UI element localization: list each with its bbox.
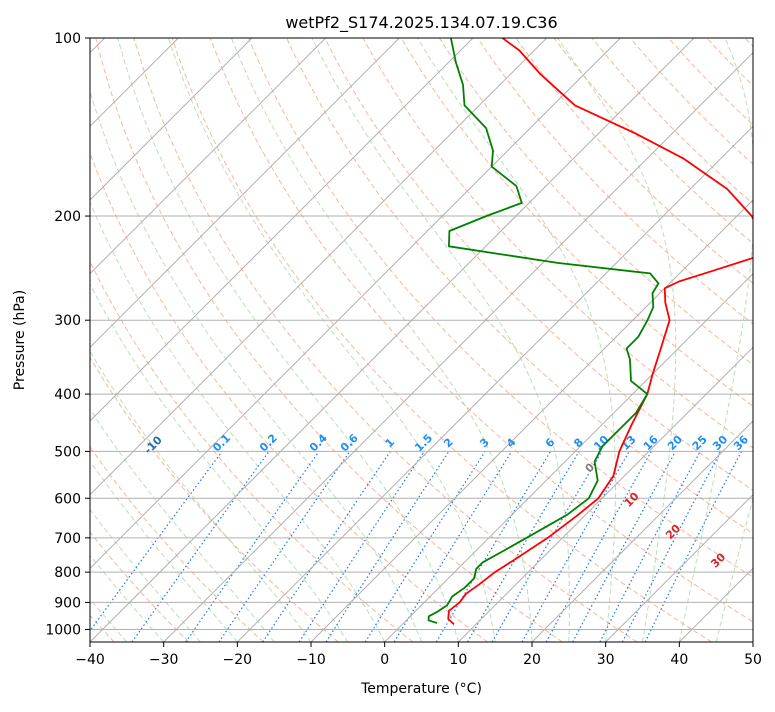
dry-adiabat-line <box>0 38 338 642</box>
x-tick-label: 10 <box>449 652 467 668</box>
mixing-ratio-lines <box>82 451 742 642</box>
mixing-ratio-label: 1 <box>383 436 398 451</box>
y-tick-label: 400 <box>54 387 81 403</box>
mixing-ratio-label: 16 <box>641 433 661 453</box>
isotherm-line <box>311 38 775 642</box>
isotherm-line <box>385 38 775 642</box>
isotherm-line <box>753 38 775 642</box>
moist-adiabat-line <box>0 38 274 642</box>
y-tick-label: 600 <box>54 491 81 507</box>
moist-adiabat-label: 40 <box>753 579 773 599</box>
x-tick-label: 40 <box>670 652 688 668</box>
x-tick-label: −10 <box>296 652 326 668</box>
y-tick-label: 100 <box>54 31 81 47</box>
y-tick-label: 500 <box>54 444 81 460</box>
dry-adiabats <box>0 38 775 642</box>
moist-adiabat-line <box>168 38 495 642</box>
moist-adiabat-line <box>118 38 459 642</box>
mixing-ratio-line <box>573 451 676 642</box>
y-tick-label: 300 <box>54 313 81 329</box>
mixing-ratio-label: 20 <box>665 433 685 453</box>
isotherm-line <box>164 38 768 642</box>
isotherm-line <box>458 38 775 642</box>
moist-adiabat-label: 30 <box>708 550 728 570</box>
mixing-ratio-label: 6 <box>543 435 558 450</box>
mixing-ratio-line <box>365 451 485 642</box>
y-tick-label: 700 <box>54 531 81 547</box>
dry-adiabat-line <box>287 38 775 642</box>
isotherm-line <box>679 38 775 642</box>
moist-adiabat-line <box>0 38 311 642</box>
x-tick-label: 0 <box>380 652 389 668</box>
dry-adiabat-line <box>669 38 775 642</box>
moist-adiabat-line <box>0 38 237 642</box>
dry-adiabat-line <box>363 38 775 642</box>
x-tick-label: −30 <box>149 652 179 668</box>
mixing-ratio-line <box>622 451 720 642</box>
isotherm-line <box>0 38 252 642</box>
mixing-ratio-label: 30 <box>710 433 730 453</box>
x-tick-label: 50 <box>744 652 762 668</box>
y-tick-label: 1000 <box>45 622 81 638</box>
dry-adiabat-label: -10 <box>142 433 165 456</box>
x-tick-label: −40 <box>75 652 105 668</box>
mixing-ratio-line <box>299 451 424 642</box>
dry-adiabat-line <box>172 38 712 642</box>
dry-adiabat-line <box>592 38 775 642</box>
mixing-ratio-label: 3 <box>477 436 492 451</box>
mixing-ratio-line <box>219 451 350 642</box>
mixing-ratio-label: 8 <box>571 436 586 451</box>
x-axis-label: Temperature (°C) <box>360 681 482 697</box>
moist-adiabat-label: 20 <box>663 522 683 542</box>
x-axis: −40 −30 −20 −10 0 10 20 30 40 50 <box>75 642 762 668</box>
mixing-ratio-label: 25 <box>690 433 710 453</box>
dry-adiabat-line <box>554 38 775 642</box>
moist-adiabat-label: 10 <box>622 490 642 510</box>
mixing-ratio-label: 2 <box>441 436 456 451</box>
moist-adiabat-line <box>76 38 421 642</box>
dry-adiabat-label: -30 <box>0 357 3 380</box>
gridlines <box>0 38 775 642</box>
moist-adiabat-line <box>716 38 775 642</box>
line-labels: 0.10.20.40.611.52346810131620253036-100-… <box>0 67 773 599</box>
moist-adiabat-line <box>11 38 348 642</box>
y-tick-label: 800 <box>54 565 81 581</box>
x-tick-label: 20 <box>523 652 541 668</box>
dry-adiabat-line <box>134 38 637 642</box>
isotherm-line <box>90 38 694 642</box>
x-tick-label: 30 <box>597 652 615 668</box>
moist-adiabat-line <box>753 38 775 642</box>
moist-adiabat-line <box>312 38 569 642</box>
mixing-ratio-line <box>468 451 580 642</box>
y-tick-label: 200 <box>54 209 81 225</box>
dry-adiabat-line <box>0 38 264 642</box>
moist-adiabat-line <box>558 38 676 642</box>
isotherm-line <box>16 38 620 642</box>
mixing-ratio-line <box>600 451 700 642</box>
dry-adiabat-line <box>0 38 189 642</box>
plot-area: 0.10.20.40.611.52346810131620253036-100-… <box>0 38 775 642</box>
mixing-ratio-line <box>326 451 449 642</box>
isotherm-line <box>0 38 326 642</box>
dry-adiabat-line <box>19 38 413 642</box>
dry-adiabat-line <box>516 38 775 642</box>
moist-adiabat-line <box>417 38 615 642</box>
isotherm-line <box>0 38 399 642</box>
y-axis: 100 200 300 400 500 600 700 800 900 1000 <box>45 31 90 638</box>
moist-adiabats <box>0 38 775 642</box>
y-tick-label: 900 <box>54 595 81 611</box>
chart-title: wetPf2_S174.2025.134.07.19.C36 <box>285 13 557 33</box>
mixing-ratio-label: 36 <box>731 433 751 453</box>
x-tick-label: −20 <box>223 652 253 668</box>
dry-adiabat-line <box>745 38 775 642</box>
plot-frame <box>90 38 753 642</box>
mixing-ratio-line <box>546 451 651 642</box>
y-axis-label: Pressure (hPa) <box>12 290 28 390</box>
mixing-ratio-label: 4 <box>504 435 519 450</box>
